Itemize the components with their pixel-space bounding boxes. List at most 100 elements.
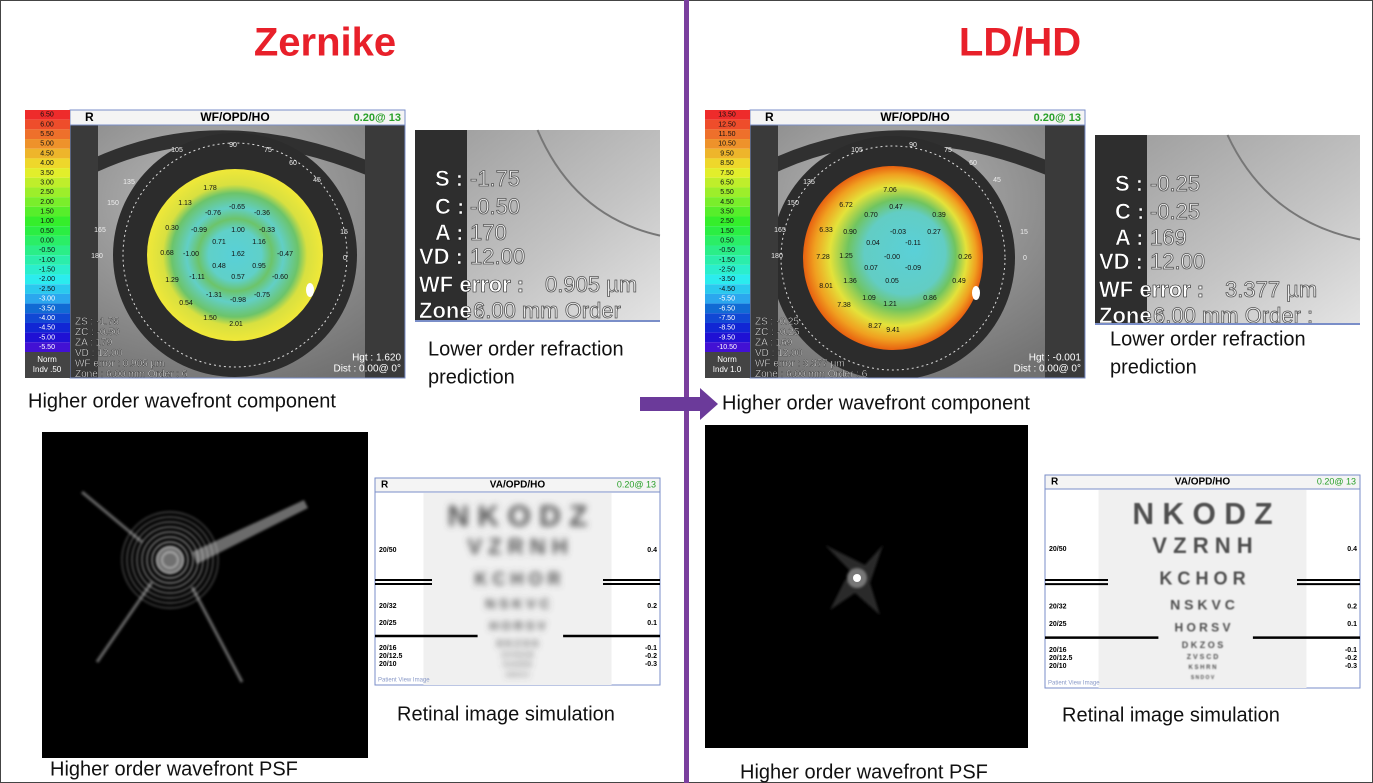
sim-acuity: 20/32 [379,603,397,610]
sim-acuity: 20/32 [1049,604,1067,611]
scale-label: 2.50 [40,189,54,196]
psf-ring [126,516,214,604]
refraction-label: C : [1115,199,1144,224]
scale-swatch [705,129,750,140]
map-value: 0.57 [231,274,245,281]
psf-streak [192,500,308,564]
refraction-value: 6.00 mm Order [473,298,621,323]
map-value: 0.86 [923,295,937,302]
angle-label: 15 [1020,229,1028,236]
angle-label: 165 [94,227,106,234]
scale-swatch [25,332,70,343]
scale-label: -6.50 [719,305,735,312]
sim-letter-row: N K O D Z [1132,498,1272,531]
scale-label: 7.50 [720,170,734,177]
map-value: 7.38 [837,302,851,309]
sim-letters: N K O D ZV Z R N H K C H O R N S K V C H O … [1132,498,1272,681]
sim-title: VA/OPD/HO [490,480,546,491]
refraction-value: 12.00 [1150,249,1205,274]
scale-label: 13.50 [718,112,736,119]
angle-label: 45 [993,177,1001,184]
refraction-value: 169 [1150,225,1187,250]
scale-label: 4.00 [40,160,54,167]
refraction-label: S : [1115,171,1143,196]
map-info: Zone : 6.00 mm Order : 6 [755,369,868,380]
scale-label: 9.50 [720,150,734,157]
refraction-label: A : [1115,225,1144,250]
angle-label: 165 [774,227,786,234]
scale-label: 5.50 [720,189,734,196]
panel-title: Zernike [254,21,396,65]
sim-letter-row: N S K V C [485,596,550,612]
angle-label: 60 [969,160,977,167]
scale-label: -3.00 [39,296,55,303]
scale-swatch [705,216,750,227]
scale-swatch [705,322,750,333]
map-value: -0.60 [272,274,288,281]
scale-label: 6.50 [40,112,54,119]
map-info: ZC : -0.25 [755,327,800,338]
caption: Higher order wavefront PSF [740,761,988,783]
scale-swatch [25,187,70,198]
psf-core [156,546,184,574]
map-value: 0.04 [866,240,880,247]
scale-swatch [25,274,70,285]
map-value: 0.07 [864,265,878,272]
sim-letter-row: S N D O V [506,672,530,678]
map-info: WF error : 3.377 µm [755,359,845,370]
scale-label: -5.00 [39,334,55,341]
scale-label: -2.50 [719,267,735,274]
sim-footer: Patient View Image [378,678,430,684]
map-info: Dist : 0.00@ 0° [333,364,401,375]
scale-footer: Indv .50 [33,365,62,374]
map-value: 0.26 [958,254,972,261]
sim-fit: 0.20@ 13 [1317,476,1356,486]
map-value: 1.36 [843,278,857,285]
refraction-label: VD : [1099,249,1143,274]
map-value: 0.48 [212,263,226,270]
sim-header [1044,474,1361,490]
scale-footer: Norm [37,355,57,364]
caption: Retinal image simulation [1062,704,1280,726]
refraction-value: -0.25 [1150,199,1200,224]
map-eye: R [765,110,774,124]
psf-spike [81,490,244,683]
angle-label: 180 [91,253,103,260]
eye-image [750,125,1085,378]
scale-swatch [705,139,750,149]
scale-label: 10.50 [718,141,736,148]
limbus [780,145,1006,371]
scale-swatch [25,168,70,178]
scale-swatch [25,303,70,314]
scale-swatch [705,245,750,256]
scale-swatch [25,322,70,333]
arrow [640,388,718,420]
sim-logmar: -0.3 [1345,663,1357,670]
refraction-value: -1.75 [470,166,520,191]
sim-letters: N K O D ZV Z R N H K C H O R N S K V C H O … [448,500,588,678]
map-value: -0.98 [230,297,246,304]
sim-letter-row: Z V S C D [1187,654,1219,661]
scale-label: -8.50 [719,325,735,332]
reflex [306,283,314,297]
sim-logmar: -0.1 [1345,647,1357,654]
map-value: 9.41 [886,327,900,334]
map-value: -0.33 [259,227,275,234]
scale-swatch [705,274,750,285]
map-value: 0.90 [843,229,857,236]
angle-label: 0 [1023,255,1027,262]
scale-swatch [705,206,750,217]
scale-swatch [705,168,750,178]
angle-label: 105 [171,147,183,154]
wavefront-ring [803,166,983,350]
sim-footer: Patient View Image [1048,681,1100,687]
caption: prediction [1110,356,1197,378]
psf-image [42,432,368,758]
refraction-strip [1095,135,1147,325]
map-value: 1.50 [203,315,217,322]
refraction-value: 0.905 µm [545,272,637,297]
psf-ring [151,541,189,579]
refraction-value: 12.00 [470,244,525,269]
psf-ring [146,536,194,584]
scale-swatch [25,158,70,169]
